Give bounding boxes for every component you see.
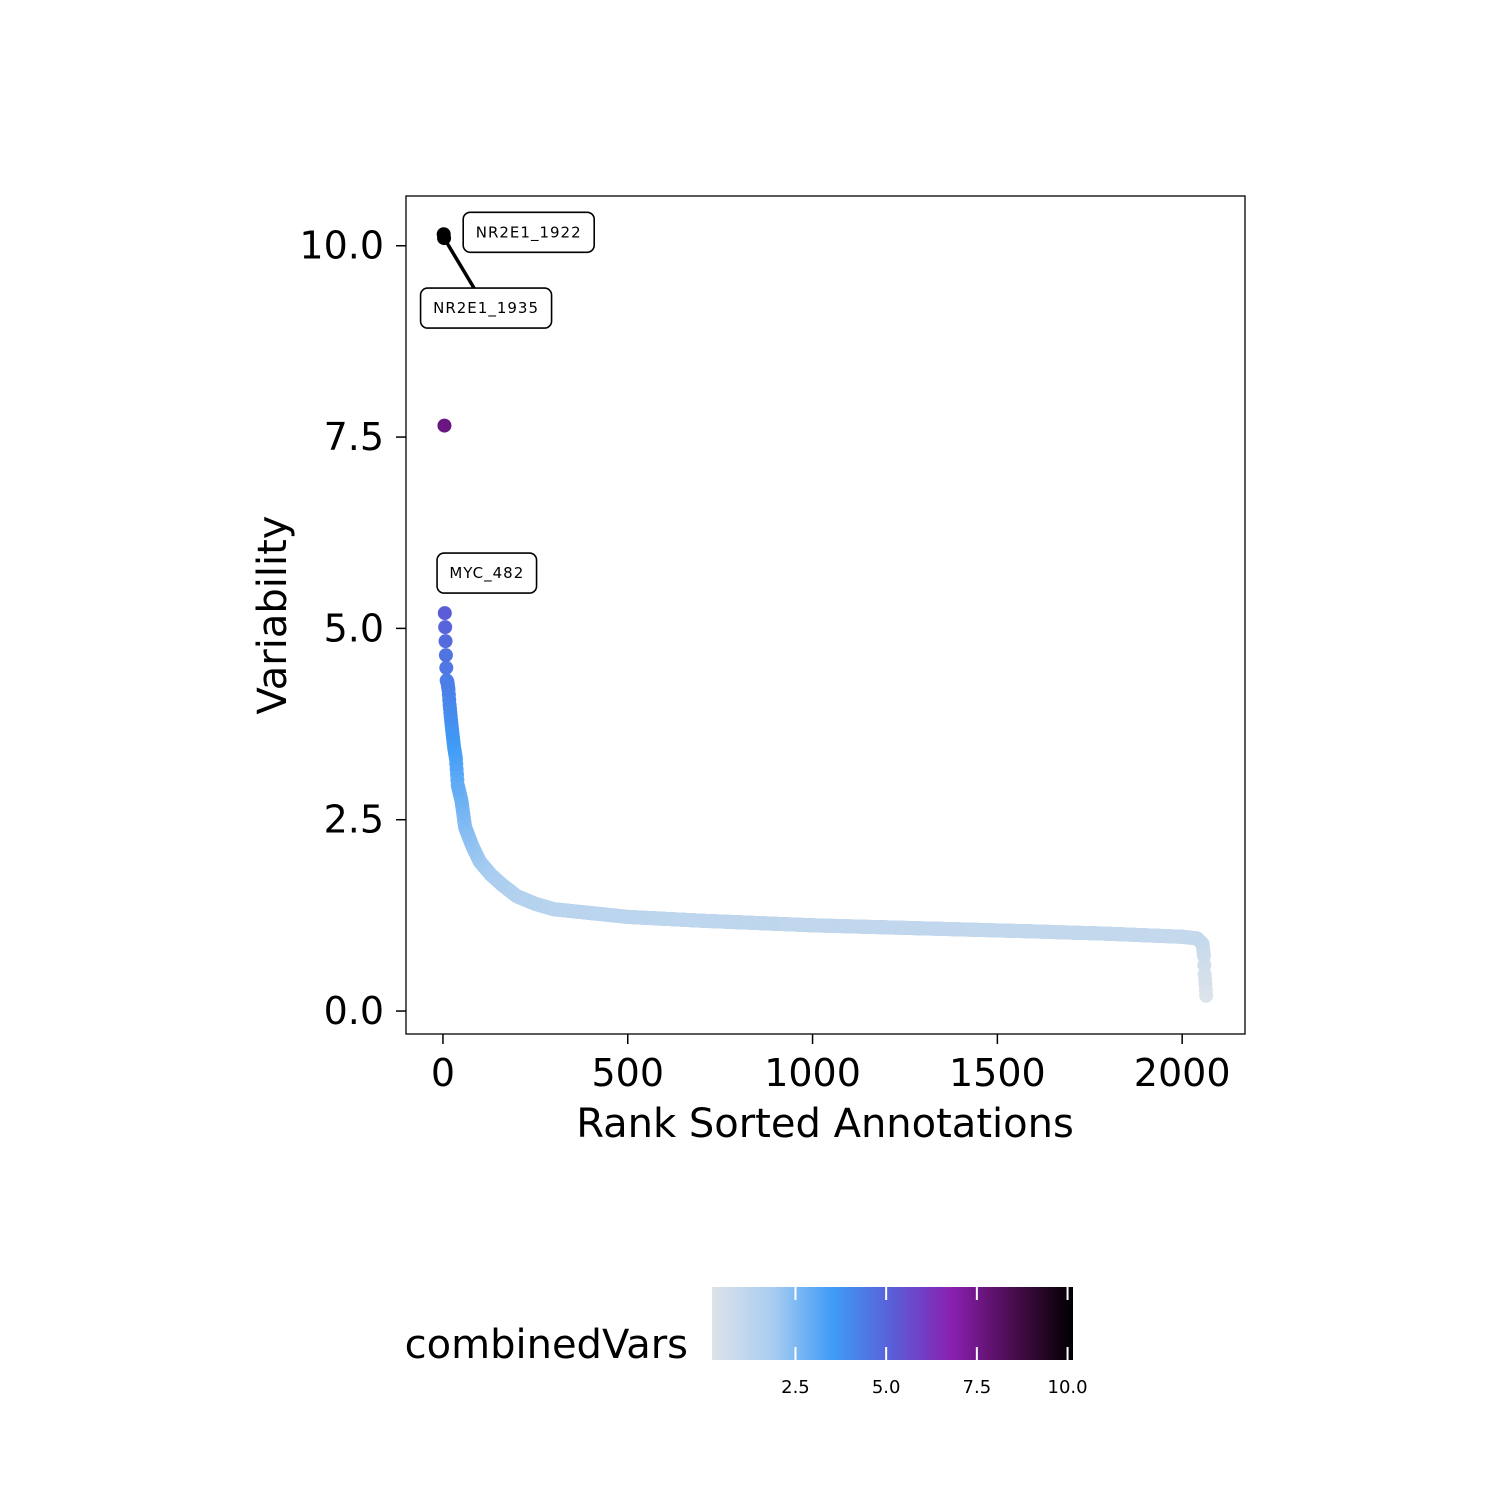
annotations-layer: NR2E1_1922 NR2E1_1935 MYC_482 (419, 211, 595, 594)
data-point (439, 660, 454, 675)
x-axis-title: Rank Sorted Annotations (576, 1101, 1074, 1147)
x-tick-label: 1500 (949, 1051, 1046, 1095)
y-tick-label: 7.5 (324, 415, 384, 459)
data-point (436, 227, 451, 242)
data-point (439, 673, 454, 688)
colorbar (712, 1287, 1073, 1360)
annotation-label: NR2E1_1935 (433, 299, 539, 318)
legend-tick-label: 10.0 (1048, 1377, 1088, 1398)
data-point (438, 648, 453, 663)
y-axis: 0.0 2.5 5.0 7.5 10.0 (299, 224, 406, 1033)
annotation-box (419, 287, 553, 329)
x-axis: 0 500 1000 1500 2000 (431, 1034, 1231, 1095)
plot-frame (405, 195, 1246, 1035)
x-tick-label: 500 (591, 1051, 664, 1095)
legend-title: combinedVars (405, 1322, 688, 1368)
annotation-label: NR2E1_1922 (476, 223, 582, 242)
y-axis-title: Variability (250, 516, 296, 715)
x-tick-label: 0 (431, 1051, 455, 1095)
legend-tick-label: 7.5 (963, 1377, 992, 1398)
y-tick-label: 10.0 (299, 224, 384, 268)
y-tick-label: 5.0 (324, 606, 384, 650)
x-tick-label: 1000 (764, 1051, 861, 1095)
annotation-leader (442, 237, 476, 289)
color-legend: combinedVars 2.5 5.0 7.5 10.0 (405, 1287, 1088, 1398)
data-point (438, 620, 453, 635)
annotation-label: MYC_482 (449, 564, 524, 583)
data-point (438, 634, 453, 649)
data-point (437, 606, 452, 621)
annotation-box (462, 211, 595, 254)
annotation-box (436, 552, 538, 594)
y-tick-label: 2.5 (324, 798, 384, 842)
data-point (437, 418, 452, 433)
points-layer (436, 227, 1214, 1003)
x-tick-label: 2000 (1134, 1051, 1231, 1095)
legend-ticks: 2.5 5.0 7.5 10.0 (781, 1287, 1088, 1398)
y-tick-label: 0.0 (324, 989, 384, 1033)
legend-tick-label: 5.0 (872, 1377, 901, 1398)
legend-tick-label: 2.5 (781, 1377, 810, 1398)
